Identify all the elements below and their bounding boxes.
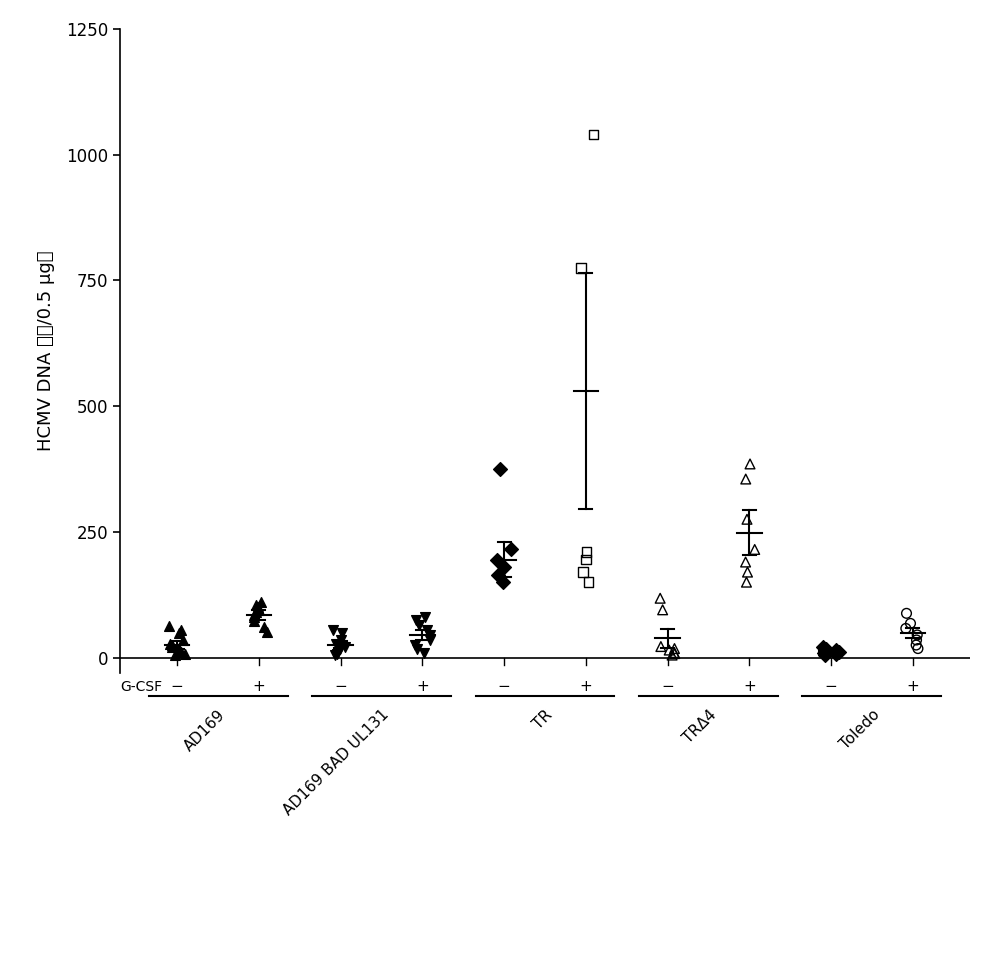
Point (259, 625, 275, 640)
Point (173, 623, 189, 638)
Point (248, 597, 264, 612)
Point (167, 648, 183, 663)
Point (337, 639, 353, 654)
Point (815, 639, 831, 654)
Point (419, 623, 435, 638)
Point (828, 646, 844, 661)
Point (161, 619, 177, 634)
Text: G-CSF: G-CSF (120, 679, 162, 694)
Point (828, 642, 844, 657)
Point (899, 605, 915, 621)
Text: +: + (253, 679, 265, 694)
Point (171, 626, 187, 641)
Point (164, 639, 180, 654)
Point (661, 642, 677, 657)
Point (818, 641, 834, 656)
Point (417, 609, 433, 625)
Point (747, 542, 763, 557)
Point (495, 575, 511, 590)
Point (831, 644, 847, 659)
Point (579, 544, 595, 559)
Point (817, 648, 833, 663)
Point (246, 614, 262, 629)
Point (248, 604, 264, 620)
Point (164, 637, 180, 653)
Point (162, 636, 178, 652)
Point (909, 632, 925, 648)
Point (738, 554, 754, 570)
Text: −: − (661, 679, 674, 694)
Point (173, 644, 189, 659)
Point (256, 620, 272, 635)
Point (652, 591, 668, 606)
Point (246, 607, 262, 623)
Point (653, 639, 669, 654)
Point (738, 471, 754, 486)
Point (910, 641, 926, 656)
Point (666, 641, 682, 656)
Point (327, 648, 343, 663)
Text: +: + (579, 679, 592, 694)
Point (416, 645, 432, 660)
Point (411, 617, 427, 632)
Point (578, 552, 594, 567)
Text: −: − (334, 679, 347, 694)
Point (575, 564, 591, 579)
Text: −: − (825, 679, 837, 694)
Point (250, 600, 266, 615)
Point (422, 632, 438, 648)
Point (573, 260, 589, 276)
Point (489, 552, 505, 567)
Point (332, 641, 348, 656)
Point (407, 637, 423, 653)
Text: AD169 BAD UL131: AD169 BAD UL131 (281, 707, 392, 818)
Point (898, 621, 914, 636)
Point (329, 646, 345, 661)
Point (246, 609, 262, 625)
Point (328, 636, 344, 652)
Point (739, 511, 755, 527)
Point (490, 567, 506, 582)
Point (408, 612, 424, 628)
Point (816, 645, 832, 660)
Y-axis label: HCMV DNA 拷贝/0.5 μg肌: HCMV DNA 拷贝/0.5 μg肌 (37, 251, 55, 451)
Point (581, 575, 597, 590)
Point (325, 623, 341, 638)
Text: AD169: AD169 (182, 707, 229, 753)
Text: TRΔ4: TRΔ4 (680, 707, 719, 746)
Text: Toledo: Toledo (837, 707, 883, 752)
Point (409, 641, 425, 656)
Text: +: + (416, 679, 429, 694)
Point (503, 542, 519, 557)
Point (742, 456, 758, 472)
Point (251, 603, 267, 618)
Point (492, 461, 508, 477)
Point (666, 645, 682, 660)
Text: −: − (171, 679, 184, 694)
Point (330, 644, 346, 659)
Point (496, 559, 512, 575)
Text: TR: TR (531, 707, 556, 731)
Point (177, 646, 193, 661)
Point (667, 646, 683, 661)
Point (334, 626, 350, 641)
Point (333, 632, 349, 648)
Point (740, 564, 756, 579)
Point (171, 641, 187, 656)
Point (253, 595, 269, 610)
Point (422, 628, 438, 643)
Text: +: + (906, 679, 919, 694)
Text: −: − (498, 679, 511, 694)
Point (909, 628, 925, 643)
Point (655, 603, 671, 618)
Point (664, 648, 680, 663)
Point (175, 632, 191, 648)
Text: +: + (743, 679, 756, 694)
Point (738, 575, 754, 590)
Point (908, 637, 924, 653)
Point (586, 127, 602, 142)
Point (902, 616, 918, 631)
